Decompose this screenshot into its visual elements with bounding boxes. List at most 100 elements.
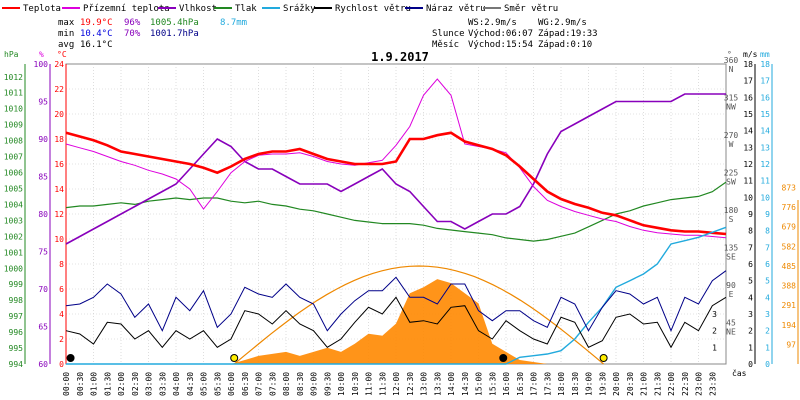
x-tick: 23:30: [708, 372, 717, 396]
moonset-marker: [66, 354, 75, 362]
wind-speed-tick: 14: [743, 127, 753, 136]
wind-speed-tick: 8: [748, 227, 753, 236]
moonrise-marker: [499, 354, 508, 362]
deg-unit-label: °: [727, 50, 732, 59]
inner-wind-tick: 1: [712, 343, 717, 352]
series-line-naraz-vetru: [65, 270, 727, 333]
pressure-tick: 1004: [4, 200, 23, 209]
x-tick: 18:30: [571, 372, 580, 396]
slunce-zapad: Západ:19:33: [538, 29, 598, 39]
series-line-prizemni-teplota: [65, 78, 727, 239]
temperature-tick: 12: [54, 210, 64, 219]
x-tick: 19:30: [598, 372, 607, 396]
wind-speed-tick: 7: [748, 243, 753, 252]
legend-label: Vlhkost: [179, 4, 217, 14]
x-tick: 05:30: [213, 372, 222, 396]
rain-tick: 18: [760, 60, 770, 69]
temperature-tick: 0: [59, 360, 64, 369]
ws-value: WS:2.9m/s: [468, 18, 517, 28]
solar-tick: 388: [782, 282, 797, 291]
inner-wind-tick: 2: [712, 327, 717, 336]
sunrise-marker: [230, 354, 239, 362]
humidity-tick: 75: [38, 248, 48, 257]
x-tick: 17:00: [530, 372, 539, 396]
x-tick: 07:00: [255, 372, 264, 396]
wind-speed-tick: 6: [748, 260, 753, 269]
rain-tick: 16: [760, 93, 770, 102]
wind-speed-tick: 10: [743, 193, 753, 202]
temperature-tick: 20: [54, 110, 64, 119]
rain-tick: 0: [765, 360, 770, 369]
x-tick: 22:30: [681, 372, 690, 396]
x-tick: 01:30: [103, 372, 112, 396]
temperature-tick: 14: [54, 185, 64, 194]
pressure-tick: 1003: [4, 216, 23, 225]
solar-tick: 485: [782, 262, 797, 271]
solar-tick: 679: [782, 223, 797, 232]
stats-panel: max 19.9°C 96% 1005.4hPa 8.7mm min 10.4°…: [58, 18, 247, 50]
pressure-tick: 1000: [4, 264, 23, 273]
sunset-marker: [599, 354, 608, 362]
direction-label: SW: [726, 178, 736, 187]
x-tick: 07:30: [268, 372, 277, 396]
x-tick: 16:00: [502, 372, 511, 396]
x-tick: 08:30: [296, 372, 305, 396]
direction-label: NE: [726, 328, 736, 337]
chart-title: 1.9.2017: [371, 50, 429, 64]
temperature-tick: 24: [54, 60, 64, 69]
pressure-tick: 1011: [4, 89, 23, 98]
x-tick: 13:00: [420, 372, 429, 396]
direction-degree: 315: [724, 94, 739, 103]
rain-tick: 11: [760, 177, 770, 186]
x-tick: 22:00: [667, 372, 676, 396]
series-line-srazky: [66, 226, 727, 365]
temperature-tick: 18: [54, 135, 64, 144]
direction-degree: 225: [724, 169, 739, 178]
humidity-tick: 100: [34, 60, 49, 69]
direction-degree: 360: [724, 56, 739, 65]
legend-label: Teplota: [23, 4, 61, 14]
grid: [65, 63, 727, 365]
rain-tick: 13: [760, 143, 770, 152]
pressure-tick: 1010: [4, 105, 23, 114]
mesic-label: Měsíc: [432, 40, 459, 50]
x-tick: 05:00: [200, 372, 209, 396]
x-tick: 12:00: [392, 372, 401, 396]
axes: hPa% °C ° m/s mm1012101110101009100810071006…: [4, 50, 799, 396]
pressure-tick: 1006: [4, 169, 23, 178]
pressure-tick: 997: [9, 312, 24, 321]
x-tick: 20:00: [612, 372, 621, 396]
legend-label: Náraz větru: [426, 4, 486, 14]
x-tick: 02:30: [131, 372, 140, 396]
series-line-rychlost-vetru: [65, 296, 727, 349]
direction-degree: 135: [724, 244, 739, 253]
x-tick: 17:30: [543, 372, 552, 396]
direction-label: W: [729, 140, 734, 149]
rain-tick: 4: [765, 293, 770, 302]
rain-tick: 7: [765, 243, 770, 252]
wind-speed-tick: 17: [743, 77, 753, 86]
legend-item: Přízemní teplota: [62, 4, 170, 14]
rain-tick: 10: [760, 193, 770, 202]
solar-tick: 776: [782, 203, 797, 212]
x-tick: 15:00: [475, 372, 484, 396]
wind-speed-tick: 2: [748, 327, 753, 336]
x-tick: 11:00: [365, 372, 374, 396]
sun-moon-info: WS:2.9m/s WG:2.9m/s Slunce Východ:06:07 …: [432, 18, 598, 50]
temperature-tick: 4: [59, 310, 64, 319]
pressure-tick: 994: [9, 360, 24, 369]
humidity-tick: 65: [38, 323, 48, 332]
legend-label: Srážky: [283, 4, 316, 14]
legend-item: Vlhkost: [158, 4, 217, 14]
max-temp: 19.9°C: [80, 18, 113, 28]
legend: Teplota Přízemní teplota Vlhkost Tlak Srážky…: [2, 4, 558, 14]
pressure-tick: 1001: [4, 248, 23, 257]
x-tick: 19:00: [585, 372, 594, 396]
wg-value: WG:2.9m/s: [538, 18, 587, 28]
legend-label: Rychlost větru: [335, 4, 411, 14]
solar-tick: 873: [782, 184, 797, 193]
solar-tick: 291: [782, 301, 797, 310]
min-humidity: 70%: [124, 29, 141, 39]
x-tick: 06:00: [227, 372, 236, 396]
pressure-tick: 996: [9, 328, 24, 337]
